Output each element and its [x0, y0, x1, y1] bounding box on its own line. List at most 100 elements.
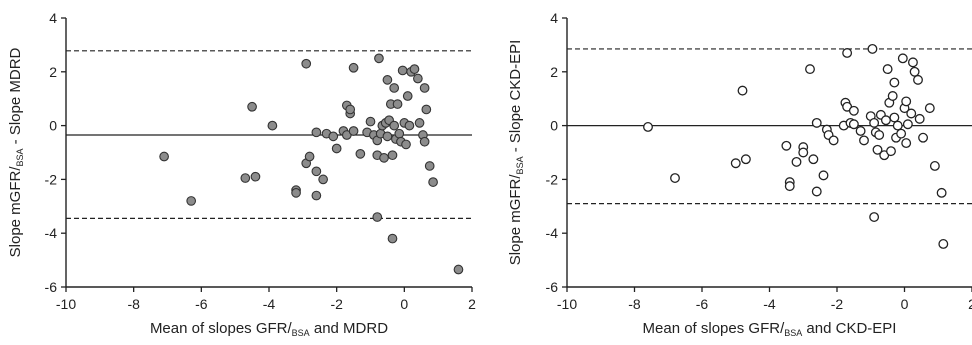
data-point [906, 108, 917, 119]
data-point [409, 64, 420, 74]
y-tick-label: -2 [45, 171, 58, 187]
data-point [318, 174, 328, 185]
data-point [889, 112, 900, 123]
data-point [938, 239, 949, 249]
data-point [924, 103, 935, 114]
data-point [355, 148, 366, 159]
data-point [867, 43, 878, 54]
ckd-epi-panel: -6 -4 -2 0 2 4 -10 -8 -6 -4 -2 0 2 Mean of slopes GFR… [507, 10, 972, 338]
data-point [670, 173, 680, 184]
y-axis-title: Slope mGFR/BSA - Slope MDRD [7, 47, 25, 257]
data-point [914, 113, 925, 124]
x-axis-title: Mean of slopes GFR/BSA and CKD-EPI [643, 320, 897, 338]
y-tick-label: 4 [49, 10, 57, 26]
data-point [901, 96, 912, 107]
data-point [428, 177, 438, 187]
data-point [401, 139, 411, 150]
data-point [250, 171, 261, 182]
data-point [781, 140, 792, 151]
x-tick-label: 2 [968, 296, 972, 312]
y-axis-title: Slope mGFR/BSA - Slope CKD-EPI [507, 40, 525, 266]
data-point [421, 104, 432, 115]
y-tick-label: 0 [49, 118, 57, 134]
data-point [811, 186, 822, 197]
data-point [855, 126, 866, 136]
data-point [392, 99, 403, 109]
data-point [896, 128, 907, 139]
data-point [886, 146, 896, 157]
y-tick-label: -6 [546, 279, 559, 295]
data-point [808, 154, 819, 165]
data-point [419, 83, 430, 93]
data-point [301, 58, 312, 69]
data-point [872, 144, 883, 155]
data-point [413, 73, 423, 84]
data-point [414, 118, 425, 128]
data-point [740, 154, 751, 165]
data-point [424, 161, 435, 171]
mdrd-panel: -6 -4 -2 0 2 4 -10 -8 -6 -4 -2 0 2 Mean of slopes GFR… [7, 10, 476, 338]
x-tick-label: -10 [557, 296, 577, 312]
data-point [887, 91, 898, 101]
data-point [805, 64, 815, 75]
y-tick-label: -6 [45, 279, 58, 295]
data-point [880, 115, 891, 126]
data-point [869, 117, 880, 128]
data-point [404, 120, 415, 131]
data-point [798, 147, 809, 158]
x-tick-label: -2 [831, 296, 844, 312]
data-point [909, 66, 920, 77]
data-point [901, 138, 912, 149]
x-axis-title: Mean of slopes GFR/BSA and MDRD [150, 320, 388, 338]
data-point [859, 135, 869, 146]
data-point [348, 62, 359, 73]
data-point [348, 126, 359, 136]
y-tick-label: 0 [550, 118, 558, 134]
data-point [730, 158, 741, 169]
data-point [453, 264, 464, 275]
x-tick-label: -10 [56, 296, 76, 312]
data-point [291, 188, 301, 198]
data-point [913, 74, 923, 85]
x-tick-label: 0 [400, 296, 408, 312]
data-point [929, 160, 940, 171]
data-point [869, 212, 880, 223]
data-point [247, 101, 257, 112]
data-point [382, 131, 393, 142]
data-point [842, 48, 853, 58]
data-point [311, 166, 322, 177]
data-point [907, 57, 918, 68]
data-point [372, 212, 383, 222]
y-tick-label: 2 [550, 64, 558, 80]
data-point [784, 181, 795, 192]
x-tick-label: 2 [468, 296, 476, 312]
data-point [643, 121, 653, 132]
data-point [889, 77, 900, 88]
x-tick-label: -6 [696, 296, 709, 312]
data-point [331, 143, 342, 154]
data-point [240, 173, 251, 183]
data-point [848, 105, 859, 116]
y-tick-label: -4 [546, 225, 559, 241]
data-point [345, 104, 356, 115]
data-point [311, 127, 322, 138]
data-point [397, 65, 408, 76]
data-point [387, 150, 398, 161]
y-tick-label: 2 [49, 64, 57, 80]
y-tick-label: 4 [550, 10, 558, 26]
data-point [882, 64, 893, 75]
data-point [267, 120, 278, 131]
data-point [737, 85, 748, 96]
data-point [402, 91, 413, 101]
x-tick-label: -4 [263, 296, 276, 312]
x-tick-label: -6 [195, 296, 208, 312]
data-point [818, 170, 829, 181]
data-point [791, 156, 802, 167]
data-point [389, 83, 400, 93]
data-point [379, 153, 389, 163]
data-point [848, 119, 859, 130]
data-point [394, 128, 405, 139]
data-point [382, 75, 393, 85]
x-tick-label: -4 [763, 296, 776, 312]
